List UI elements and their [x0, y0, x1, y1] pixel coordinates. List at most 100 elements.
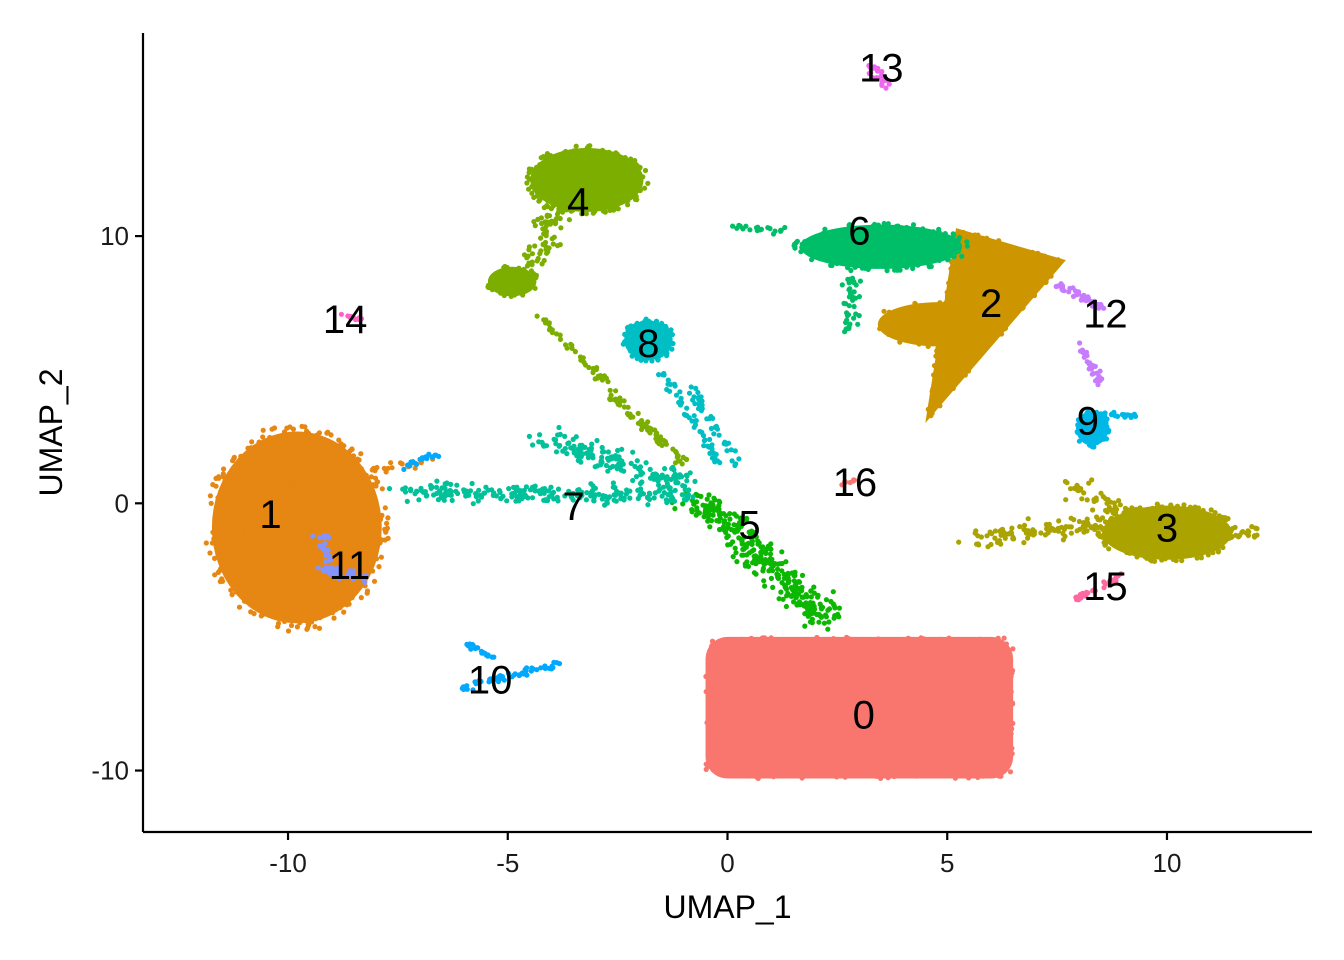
scatter-point	[921, 258, 927, 264]
scatter-point	[270, 613, 276, 619]
scatter-point	[970, 710, 977, 716]
scatter-point	[1008, 673, 1014, 680]
scatter-point	[824, 648, 831, 654]
scatter-point	[872, 725, 878, 731]
scatter-point	[307, 453, 313, 460]
scatter-point	[217, 568, 223, 574]
scatter-point	[908, 318, 914, 324]
scatter-point	[550, 203, 556, 209]
scatter-point	[764, 645, 770, 651]
scatter-point	[349, 446, 355, 452]
scatter-point	[314, 438, 320, 444]
scatter-point	[789, 764, 795, 771]
scatter-point	[932, 669, 938, 675]
scatter-point	[238, 453, 244, 459]
scatter-point	[299, 435, 305, 441]
scatter-point	[711, 758, 717, 765]
scatter-point	[732, 769, 738, 775]
scatter-point	[939, 637, 945, 643]
scatter-point	[992, 258, 999, 264]
scatter-point	[683, 497, 689, 503]
scatter-point	[817, 762, 823, 768]
scatter-point	[212, 572, 218, 578]
scatter-point	[382, 505, 388, 511]
scatter-point	[207, 550, 213, 556]
scatter-point	[292, 433, 298, 439]
scatter-point	[254, 583, 261, 589]
scatter-point	[818, 606, 825, 612]
scatter-point	[875, 650, 881, 656]
scatter-point	[945, 378, 951, 384]
scatter-point	[607, 396, 613, 403]
scatter-point	[944, 339, 951, 345]
scatter-point	[1059, 286, 1065, 292]
scatter-point	[248, 445, 254, 451]
scatter-point	[1194, 551, 1200, 557]
scatter-point	[859, 265, 865, 271]
scatter-point	[1172, 534, 1178, 540]
scatter-point	[330, 602, 337, 608]
scatter-point	[289, 526, 295, 533]
scatter-point	[843, 708, 849, 715]
scatter-point	[337, 460, 343, 466]
scatter-point	[779, 549, 785, 555]
scatter-point	[765, 225, 771, 231]
scatter-point	[781, 571, 787, 577]
scatter-point	[769, 697, 775, 703]
scatter-point	[233, 589, 239, 595]
scatter-point	[967, 638, 973, 644]
scatter-point	[968, 348, 974, 354]
scatter-point	[614, 165, 621, 171]
scatter-point	[743, 755, 749, 761]
scatter-point	[886, 753, 892, 759]
scatter-point	[237, 549, 243, 556]
scatter-point	[988, 640, 994, 646]
scatter-point	[348, 465, 354, 471]
scatter-point	[1017, 524, 1023, 530]
scatter-point	[891, 773, 897, 780]
scatter-point	[1164, 542, 1170, 548]
scatter-point	[538, 665, 544, 671]
scatter-point	[956, 342, 963, 348]
scatter-point	[654, 472, 660, 478]
scatter-point	[519, 268, 526, 274]
scatter-point	[748, 701, 755, 708]
scatter-point	[767, 551, 774, 557]
scatter-point	[770, 714, 776, 721]
scatter-point	[838, 741, 844, 747]
scatter-point	[576, 151, 582, 158]
scatter-point	[946, 280, 952, 286]
scatter-point	[729, 458, 735, 464]
scatter-point	[1245, 532, 1251, 539]
scatter-point	[581, 170, 588, 176]
scatter-point	[588, 445, 595, 451]
scatter-point	[703, 689, 709, 695]
scatter-point	[969, 318, 975, 324]
scatter-point	[1191, 545, 1197, 552]
scatter-point	[866, 264, 873, 270]
scatter-point	[907, 725, 914, 732]
scatter-point	[967, 293, 973, 299]
scatter-point	[906, 694, 912, 700]
scatter-point	[951, 673, 957, 679]
scatter-point	[730, 669, 736, 675]
scatter-point	[664, 353, 670, 359]
scatter-point	[759, 717, 766, 723]
scatter-point	[1008, 689, 1014, 695]
scatter-point	[814, 719, 820, 725]
scatter-point	[227, 563, 233, 569]
scatter-point	[1217, 534, 1223, 541]
scatter-point	[992, 640, 998, 646]
scatter-point	[1001, 250, 1007, 256]
scatter-point	[966, 747, 972, 753]
scatter-point	[1055, 528, 1061, 534]
scatter-point	[822, 681, 828, 687]
scatter-point	[739, 644, 746, 650]
scatter-point	[1003, 641, 1010, 647]
scatter-point	[1224, 516, 1230, 523]
scatter-point	[851, 303, 857, 310]
cluster-label-6: 6	[848, 210, 870, 254]
scatter-point	[859, 723, 865, 729]
scatter-point	[996, 712, 1002, 718]
scatter-point	[869, 259, 875, 265]
